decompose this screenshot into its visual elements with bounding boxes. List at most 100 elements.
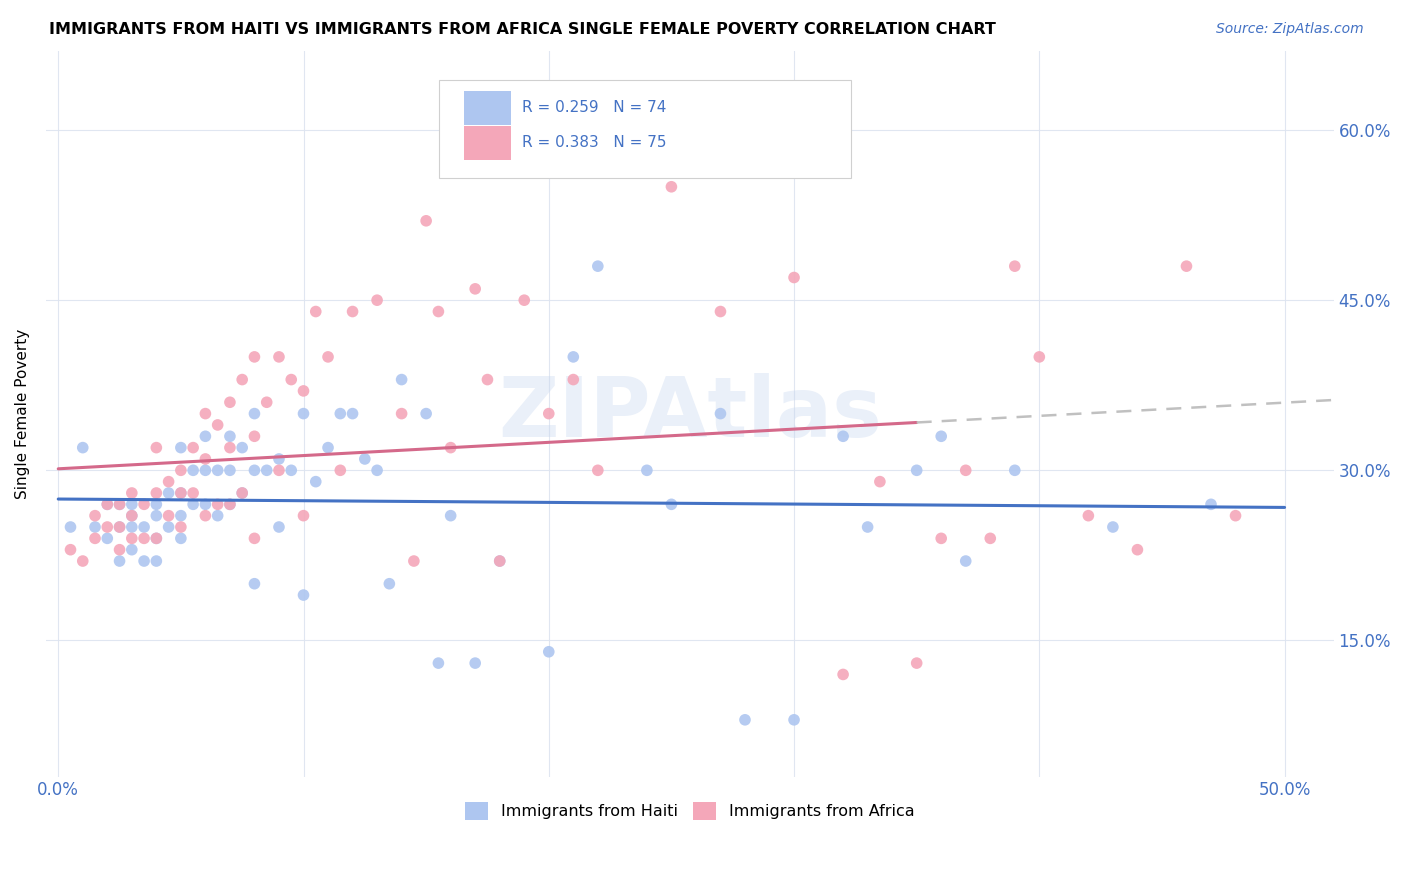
Point bbox=[537, 407, 560, 421]
Point bbox=[329, 463, 352, 477]
Point bbox=[1028, 350, 1050, 364]
Point bbox=[955, 463, 977, 477]
Point bbox=[905, 463, 928, 477]
Point bbox=[132, 520, 155, 534]
Point bbox=[231, 486, 253, 500]
Point bbox=[427, 656, 450, 670]
Point bbox=[84, 520, 107, 534]
Point bbox=[305, 304, 328, 318]
Point bbox=[157, 520, 180, 534]
Point bbox=[488, 554, 510, 568]
Point bbox=[108, 497, 131, 511]
Point bbox=[194, 429, 217, 443]
Point bbox=[342, 304, 364, 318]
Point bbox=[661, 179, 683, 194]
Point bbox=[464, 656, 486, 670]
Legend: Immigrants from Haiti, Immigrants from Africa: Immigrants from Haiti, Immigrants from A… bbox=[458, 796, 921, 827]
Point bbox=[194, 463, 217, 477]
Point bbox=[121, 542, 143, 557]
Point bbox=[84, 532, 107, 546]
FancyBboxPatch shape bbox=[464, 126, 510, 160]
Point bbox=[121, 508, 143, 523]
Point bbox=[1004, 463, 1026, 477]
Point bbox=[709, 407, 731, 421]
Point bbox=[267, 350, 290, 364]
Point bbox=[157, 486, 180, 500]
Point bbox=[1126, 542, 1149, 557]
Point bbox=[219, 463, 242, 477]
Point bbox=[157, 475, 180, 489]
Point bbox=[709, 304, 731, 318]
Point bbox=[207, 497, 229, 511]
Point bbox=[783, 713, 806, 727]
Point bbox=[316, 441, 339, 455]
Point bbox=[1225, 508, 1247, 523]
Point bbox=[440, 508, 463, 523]
Point bbox=[59, 520, 82, 534]
Text: R = 0.259   N = 74: R = 0.259 N = 74 bbox=[523, 100, 666, 115]
Point bbox=[415, 214, 437, 228]
Text: ZIPAtlas: ZIPAtlas bbox=[498, 373, 882, 454]
Point bbox=[267, 452, 290, 467]
Point bbox=[243, 576, 266, 591]
Point bbox=[243, 407, 266, 421]
Point bbox=[207, 417, 229, 432]
Point bbox=[1102, 520, 1125, 534]
Point bbox=[170, 463, 193, 477]
Point bbox=[108, 520, 131, 534]
Point bbox=[366, 293, 388, 308]
Point bbox=[832, 429, 855, 443]
Point bbox=[231, 486, 253, 500]
Point bbox=[170, 532, 193, 546]
Y-axis label: Single Female Poverty: Single Female Poverty bbox=[15, 328, 30, 499]
Point bbox=[402, 554, 425, 568]
Point bbox=[194, 508, 217, 523]
Point bbox=[72, 441, 94, 455]
Point bbox=[562, 350, 585, 364]
Point bbox=[832, 667, 855, 681]
FancyBboxPatch shape bbox=[464, 91, 510, 125]
Point bbox=[108, 542, 131, 557]
Point bbox=[586, 463, 609, 477]
Point bbox=[132, 532, 155, 546]
Point bbox=[267, 463, 290, 477]
Point bbox=[145, 508, 167, 523]
Point bbox=[869, 475, 891, 489]
Point bbox=[305, 475, 328, 489]
Point bbox=[132, 554, 155, 568]
Point bbox=[231, 373, 253, 387]
Point bbox=[586, 259, 609, 273]
Point bbox=[96, 532, 118, 546]
Point bbox=[783, 270, 806, 285]
Point bbox=[1175, 259, 1198, 273]
Point bbox=[145, 441, 167, 455]
Point bbox=[96, 520, 118, 534]
Point bbox=[145, 532, 167, 546]
Point bbox=[170, 486, 193, 500]
Point bbox=[194, 497, 217, 511]
Point bbox=[243, 463, 266, 477]
Point bbox=[207, 508, 229, 523]
Point bbox=[181, 486, 204, 500]
Point bbox=[84, 508, 107, 523]
Point bbox=[121, 497, 143, 511]
Point bbox=[979, 532, 1001, 546]
Point bbox=[59, 542, 82, 557]
Text: Source: ZipAtlas.com: Source: ZipAtlas.com bbox=[1216, 22, 1364, 37]
Point bbox=[280, 373, 302, 387]
Point bbox=[157, 508, 180, 523]
Point bbox=[378, 576, 401, 591]
Point bbox=[170, 486, 193, 500]
Point bbox=[256, 463, 278, 477]
Point bbox=[121, 520, 143, 534]
Point bbox=[734, 713, 756, 727]
Point bbox=[256, 395, 278, 409]
Point bbox=[929, 532, 952, 546]
Point bbox=[280, 463, 302, 477]
Point bbox=[219, 497, 242, 511]
Point bbox=[108, 497, 131, 511]
Point bbox=[170, 508, 193, 523]
Point bbox=[121, 532, 143, 546]
Point bbox=[366, 463, 388, 477]
Point bbox=[391, 373, 413, 387]
